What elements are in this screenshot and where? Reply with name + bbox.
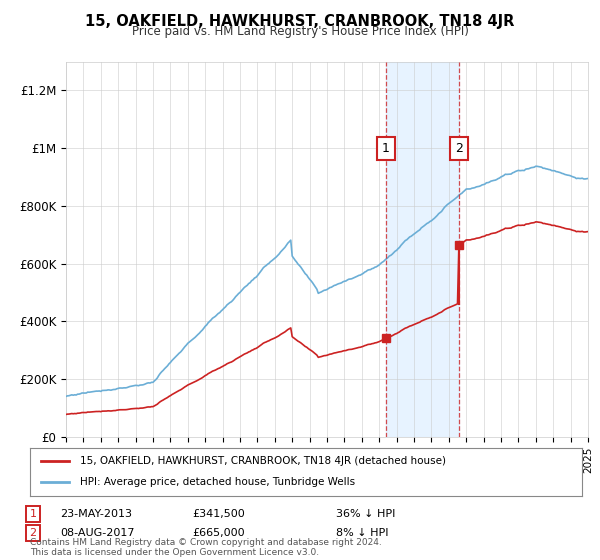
Text: 08-AUG-2017: 08-AUG-2017 [60, 528, 134, 538]
Text: Contains HM Land Registry data © Crown copyright and database right 2024.
This d: Contains HM Land Registry data © Crown c… [30, 538, 382, 557]
Text: £341,500: £341,500 [192, 509, 245, 519]
Text: 15, OAKFIELD, HAWKHURST, CRANBROOK, TN18 4JR (detached house): 15, OAKFIELD, HAWKHURST, CRANBROOK, TN18… [80, 456, 446, 466]
Text: £665,000: £665,000 [192, 528, 245, 538]
Text: 2: 2 [455, 142, 463, 155]
Text: 2: 2 [29, 528, 37, 538]
Text: 36% ↓ HPI: 36% ↓ HPI [336, 509, 395, 519]
Text: 1: 1 [382, 142, 390, 155]
Bar [386, 62, 459, 437]
Text: 15, OAKFIELD, HAWKHURST, CRANBROOK, TN18 4JR: 15, OAKFIELD, HAWKHURST, CRANBROOK, TN18… [85, 14, 515, 29]
Text: HPI: Average price, detached house, Tunbridge Wells: HPI: Average price, detached house, Tunb… [80, 477, 355, 487]
Text: 8% ↓ HPI: 8% ↓ HPI [336, 528, 389, 538]
Text: Price paid vs. HM Land Registry's House Price Index (HPI): Price paid vs. HM Land Registry's House … [131, 25, 469, 38]
Text: 23-MAY-2013: 23-MAY-2013 [60, 509, 132, 519]
Text: 1: 1 [29, 509, 37, 519]
